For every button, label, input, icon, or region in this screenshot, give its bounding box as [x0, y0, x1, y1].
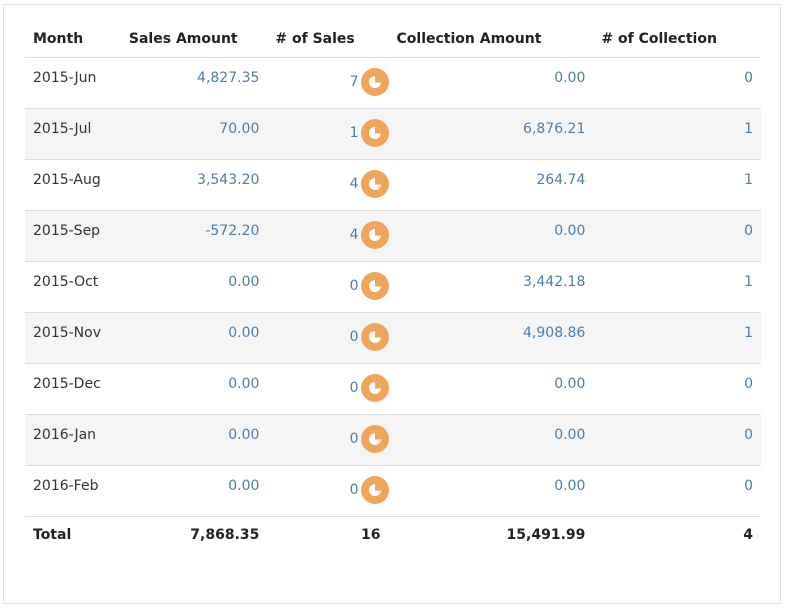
num-sales-link[interactable]: 7 [349, 74, 359, 90]
cell-collection-amount[interactable]: 3,442.18 [388, 261, 594, 313]
header-num-collection: # of Collection [593, 21, 761, 58]
totals-row: Total 7,868.35 16 15,491.99 4 [25, 516, 761, 557]
num-sales-link[interactable]: 4 [349, 176, 359, 192]
table-row: 2016-Jan 0.00 0 0.00 0 [25, 414, 761, 466]
cell-month: 2015-Jul [25, 108, 121, 160]
cell-collection-amount[interactable]: 6,876.21 [388, 108, 594, 160]
pie-chart-icon[interactable] [360, 119, 389, 147]
cell-month: 2015-Jun [25, 57, 121, 109]
cell-month: 2016-Jan [25, 414, 121, 466]
sales-collection-panel: Month Sales Amount # of Sales Collection… [3, 4, 781, 604]
cell-num-sales: 0 [267, 363, 389, 415]
cell-collection-amount[interactable]: 0.00 [388, 363, 594, 415]
cell-sales-amount[interactable]: 70.00 [120, 108, 268, 160]
num-sales-link[interactable]: 0 [349, 482, 359, 498]
num-sales-link[interactable]: 4 [349, 227, 359, 243]
cell-num-sales: 4 [267, 210, 389, 262]
totals-num-sales: 16 [267, 516, 389, 557]
num-sales-link[interactable]: 1 [349, 125, 359, 141]
table-row: 2015-Nov 0.00 0 4,908.86 1 [25, 312, 761, 364]
cell-num-collection[interactable]: 1 [593, 261, 761, 313]
cell-num-sales: 7 [267, 57, 389, 109]
cell-collection-amount[interactable]: 4,908.86 [388, 312, 594, 364]
cell-collection-amount[interactable]: 264.74 [388, 159, 594, 211]
totals-sales-amount: 7,868.35 [120, 516, 268, 557]
cell-num-collection[interactable]: 0 [593, 363, 761, 415]
header-sales-amount: Sales Amount [120, 21, 268, 58]
num-sales-link[interactable]: 0 [349, 278, 359, 294]
table-row: 2015-Aug 3,543.20 4 264.74 1 [25, 159, 761, 211]
pie-chart-icon[interactable] [360, 221, 389, 249]
totals-label: Total [25, 516, 121, 557]
cell-month: 2015-Sep [25, 210, 121, 262]
table-row: 2015-Sep -572.20 4 0.00 0 [25, 210, 761, 262]
cell-num-sales: 0 [267, 261, 389, 313]
table-body: 2015-Jun 4,827.35 7 0.00 0 2015-Jul 70.00 1 6,87… [25, 57, 761, 517]
cell-num-sales: 0 [267, 465, 389, 517]
cell-num-collection[interactable]: 0 [593, 414, 761, 466]
pie-chart-icon[interactable] [360, 476, 389, 504]
cell-num-collection[interactable]: 0 [593, 210, 761, 262]
cell-sales-amount[interactable]: 0.00 [120, 465, 268, 517]
table-row: 2015-Dec 0.00 0 0.00 0 [25, 363, 761, 415]
cell-num-collection[interactable]: 1 [593, 312, 761, 364]
num-sales-link[interactable]: 0 [349, 329, 359, 345]
totals-num-collection: 4 [593, 516, 761, 557]
pie-chart-icon[interactable] [360, 272, 389, 300]
cell-num-collection[interactable]: 0 [593, 57, 761, 109]
header-collection-amount: Collection Amount [388, 21, 594, 58]
totals-collection-amount: 15,491.99 [388, 516, 594, 557]
cell-num-collection[interactable]: 1 [593, 159, 761, 211]
cell-month: 2016-Feb [25, 465, 121, 517]
pie-chart-icon[interactable] [360, 374, 389, 402]
table-row: 2015-Oct 0.00 0 3,442.18 1 [25, 261, 761, 313]
cell-collection-amount[interactable]: 0.00 [388, 465, 594, 517]
header-num-sales: # of Sales [267, 21, 389, 58]
cell-collection-amount[interactable]: 0.00 [388, 210, 594, 262]
pie-chart-icon[interactable] [360, 425, 389, 453]
cell-sales-amount[interactable]: 0.00 [120, 363, 268, 415]
num-sales-link[interactable]: 0 [349, 380, 359, 396]
table-row: 2016-Feb 0.00 0 0.00 0 [25, 465, 761, 517]
cell-month: 2015-Oct [25, 261, 121, 313]
table-row: 2015-Jul 70.00 1 6,876.21 1 [25, 108, 761, 160]
cell-collection-amount[interactable]: 0.00 [388, 57, 594, 109]
pie-chart-icon[interactable] [360, 323, 389, 351]
cell-num-sales: 0 [267, 312, 389, 364]
cell-month: 2015-Aug [25, 159, 121, 211]
cell-num-collection[interactable]: 1 [593, 108, 761, 160]
cell-sales-amount[interactable]: 4,827.35 [120, 57, 268, 109]
cell-sales-amount[interactable]: 3,543.20 [120, 159, 268, 211]
table-header-row: Month Sales Amount # of Sales Collection… [25, 21, 761, 58]
cell-sales-amount[interactable]: 0.00 [120, 261, 268, 313]
cell-month: 2015-Nov [25, 312, 121, 364]
cell-sales-amount[interactable]: 0.00 [120, 312, 268, 364]
cell-num-sales: 0 [267, 414, 389, 466]
table-row: 2015-Jun 4,827.35 7 0.00 0 [25, 57, 761, 109]
sales-collection-table: Month Sales Amount # of Sales Collection… [25, 21, 761, 557]
cell-num-sales: 4 [267, 159, 389, 211]
cell-sales-amount[interactable]: -572.20 [120, 210, 268, 262]
cell-collection-amount[interactable]: 0.00 [388, 414, 594, 466]
cell-sales-amount[interactable]: 0.00 [120, 414, 268, 466]
header-month: Month [25, 21, 121, 58]
pie-chart-icon[interactable] [360, 170, 389, 198]
pie-chart-icon[interactable] [360, 68, 389, 96]
cell-num-collection[interactable]: 0 [593, 465, 761, 517]
cell-month: 2015-Dec [25, 363, 121, 415]
cell-num-sales: 1 [267, 108, 389, 160]
num-sales-link[interactable]: 0 [349, 431, 359, 447]
